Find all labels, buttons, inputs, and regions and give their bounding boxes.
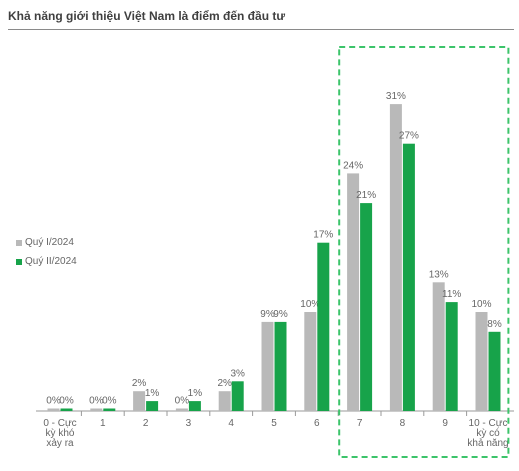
data-label-q2-5: 9% <box>273 309 288 320</box>
x-tick-label-2: 2 <box>143 418 149 429</box>
x-tick-label-9: 9 <box>442 418 448 429</box>
data-label-q2-6: 17% <box>313 230 333 241</box>
data-label-q1-2: 2% <box>132 378 147 389</box>
x-tick-label-10-line-1: kỳ có <box>476 428 500 439</box>
title-divider <box>8 29 514 30</box>
x-tick-label-0-line-0: 0 - Cực <box>43 418 76 429</box>
data-label-q1-5: 9% <box>260 309 275 320</box>
bar-q1-4 <box>218 391 231 411</box>
data-label-q1-4: 2% <box>217 378 232 389</box>
data-label-q1-3: 0% <box>175 396 190 407</box>
legend-label-q1: Quý I/2024 <box>25 237 74 248</box>
data-label-q1-0: 0% <box>46 396 61 407</box>
bar-q1-8 <box>389 104 402 411</box>
x-tick-label-7: 7 <box>357 418 363 429</box>
bar-q2-1 <box>103 408 116 411</box>
data-label-q2-0: 0% <box>59 396 74 407</box>
data-label-q1-8: 31% <box>386 91 406 102</box>
data-label-q2-4: 3% <box>230 368 245 379</box>
bar-q1-6 <box>304 312 317 411</box>
bar-q2-6 <box>317 242 330 411</box>
legend-swatch-q2 <box>16 258 22 265</box>
x-tick-label-6: 6 <box>314 418 320 429</box>
data-label-q2-7: 21% <box>356 190 376 201</box>
bar-q2-8 <box>402 143 415 411</box>
bar-q1-5 <box>261 321 274 411</box>
data-label-q1-9: 13% <box>429 269 449 280</box>
bar-q2-3 <box>188 401 201 411</box>
bar-q1-0 <box>47 408 60 411</box>
bar-q1-9 <box>432 282 445 411</box>
x-tick-label-8: 8 <box>400 418 406 429</box>
chart-title: Khả năng giới thiệu Việt Nam là điểm đến… <box>8 9 286 23</box>
legend-swatch-q1 <box>16 239 22 246</box>
x-tick-label-3: 3 <box>186 418 192 429</box>
x-tick-label-4: 4 <box>228 418 234 429</box>
bar-q1-10 <box>475 312 488 411</box>
bar-q2-0 <box>60 408 73 411</box>
x-tick-label-0-line-1: kỳ khó <box>46 428 75 439</box>
bar-q1-3 <box>175 408 188 411</box>
data-label-q2-8: 27% <box>399 131 419 142</box>
bar-q2-4 <box>231 381 244 411</box>
data-label-q1-6: 10% <box>300 299 320 310</box>
legend-item-q1: Quý I/2024 <box>16 237 74 248</box>
bar-q2-9 <box>445 302 458 411</box>
bar-q1-7 <box>347 173 360 411</box>
bar-q2-10 <box>488 331 501 411</box>
x-tick-label-10-line-0: 10 - Cực <box>469 418 508 429</box>
highlight-box <box>338 46 510 458</box>
x-tick-label-10-line-2: khả năng <box>467 438 508 449</box>
bar-q1-2 <box>133 391 146 411</box>
x-tick-label-1: 1 <box>100 418 106 429</box>
legend-label-q2: Quý II/2024 <box>25 256 77 267</box>
legend-item-q2: Quý II/2024 <box>16 256 77 267</box>
data-label-q2-1: 0% <box>102 396 117 407</box>
bar-q2-2 <box>146 401 159 411</box>
data-label-q2-3: 1% <box>188 388 203 399</box>
data-label-q2-10: 8% <box>487 319 502 330</box>
bar-q2-5 <box>274 321 287 411</box>
x-tick-label-5: 5 <box>271 418 277 429</box>
data-label-q2-9: 11% <box>442 289 461 300</box>
data-label-q2-2: 1% <box>145 388 160 399</box>
data-label-q1-10: 10% <box>471 299 491 310</box>
bar-q1-1 <box>90 408 103 411</box>
data-label-q1-7: 24% <box>343 160 363 171</box>
x-tick-label-0-line-2: xảy ra <box>46 438 74 449</box>
bar-q2-7 <box>360 203 373 411</box>
data-label-q1-1: 0% <box>89 396 104 407</box>
